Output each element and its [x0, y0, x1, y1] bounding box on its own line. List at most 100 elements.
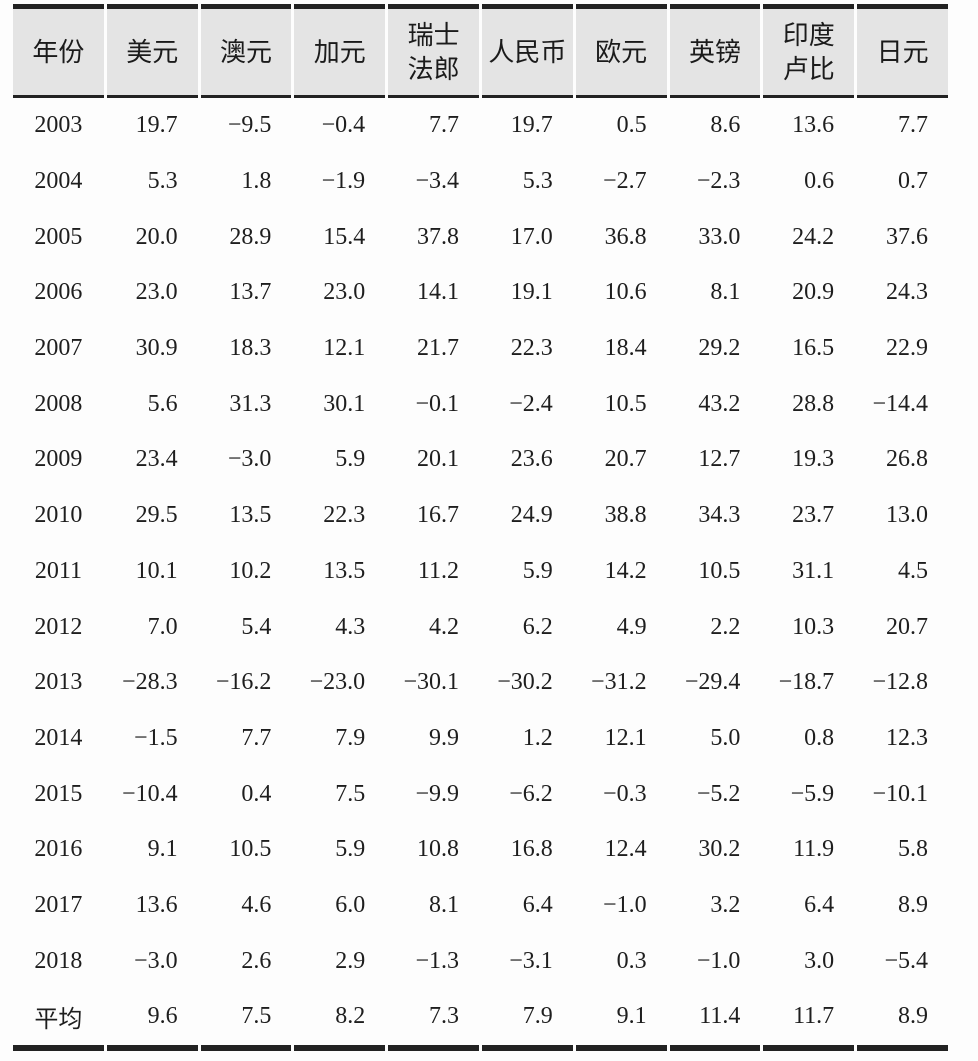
value-cell-aud: −3.0 — [227, 446, 272, 473]
value-cell-usd: 9.1 — [147, 836, 178, 863]
value-cell-jpy: 8.9 — [898, 891, 928, 918]
year-label: 2015 — [34, 780, 83, 807]
year-label: 2016 — [34, 836, 83, 863]
value-cell-aud: 13.7 — [229, 279, 272, 306]
value-cell-jpy: −14.4 — [872, 390, 928, 417]
value-cell-cad: 8.2 — [294, 989, 386, 1051]
value-cell-eur: 10.5 — [604, 390, 647, 417]
value-cell-eur: 12.4 — [604, 836, 647, 863]
value-cell-eur: 38.8 — [604, 502, 647, 529]
value-cell-usd: 30.9 — [135, 335, 178, 362]
year-label: 2010 — [34, 502, 83, 529]
value-cell-cny: 19.1 — [510, 279, 553, 306]
value-cell-chf: −3.4 — [415, 168, 459, 195]
value-cell-cny: −30.2 — [497, 669, 553, 696]
value-cell-cad: 23.0 — [323, 279, 366, 306]
value-cell-chf: 9.9 — [428, 724, 459, 751]
value-cell-chf: 20.1 — [416, 446, 459, 473]
value-cell-cny: 17.0 — [510, 223, 553, 250]
value-cell-gbp: 5.0 — [710, 724, 741, 751]
value-cell-usd: −10.4 — [122, 780, 178, 807]
value-cell-cny: −6.2 — [509, 780, 553, 807]
year-row-2003: 2003 19.7 −9.5 −0.4 7.7 19.7 0.5 8.6 13.6 7.7 — [13, 98, 948, 154]
value-cell-eur: −1.0 — [603, 891, 647, 918]
value-cell-jpy: 26.8 — [886, 446, 928, 473]
value-cell-inr: 23.7 — [792, 502, 835, 529]
value-cell-inr: −5.9 — [790, 780, 835, 807]
value-cell-gbp: 2.2 — [710, 613, 741, 640]
table-body: 2003 19.7 −9.5 −0.4 7.7 19.7 0.5 8.6 13.6 7.7 2004… — [13, 98, 948, 1051]
year-label: 2005 — [34, 223, 83, 250]
value-cell-gbp: 43.2 — [698, 390, 741, 417]
value-cell-cad: 5.9 — [335, 446, 366, 473]
year-label: 2009 — [34, 446, 83, 473]
value-cell-cny: 16.8 — [510, 836, 553, 863]
value-cell-cny: 7.9 — [481, 989, 573, 1051]
value-cell-cny: 19.7 — [510, 112, 553, 139]
value-cell-inr: 0.8 — [804, 724, 835, 751]
value-cell-aud: 1.8 — [241, 168, 272, 195]
value-cell-chf: 21.7 — [416, 335, 459, 362]
value-cell-usd: 13.6 — [135, 891, 178, 918]
value-cell-cny: 5.9 — [522, 557, 553, 584]
value-cell-aud: 10.2 — [229, 557, 272, 584]
value-cell-eur: 9.1 — [575, 989, 667, 1051]
value-cell-usd: 29.5 — [135, 502, 178, 529]
year-label: 2018 — [34, 947, 83, 974]
value-cell-jpy: 13.0 — [886, 502, 928, 529]
value-cell-eur: 0.5 — [616, 112, 647, 139]
value-cell-cny: 23.6 — [510, 446, 553, 473]
value-cell-aud: 18.3 — [229, 335, 272, 362]
year-row-2018: 2018 −3.0 2.6 2.9 −1.3 −3.1 0.3 −1.0 3.0 −5.4 — [13, 933, 948, 989]
value-cell-jpy: 20.7 — [886, 613, 928, 640]
year-label: 2017 — [34, 891, 83, 918]
value-cell-gbp: 30.2 — [698, 836, 741, 863]
value-cell-aud: 10.5 — [229, 836, 272, 863]
value-cell-usd: 23.4 — [135, 446, 178, 473]
value-cell-aud: 4.6 — [241, 891, 272, 918]
column-header-eur: 欧元 — [575, 4, 667, 98]
value-cell-eur: 0.3 — [616, 947, 647, 974]
value-cell-eur: −2.7 — [603, 168, 647, 195]
value-cell-cad: −0.4 — [321, 112, 366, 139]
value-cell-aud: 2.6 — [241, 947, 272, 974]
year-row-2011: 2011 10.1 10.2 13.5 11.2 5.9 14.2 10.5 31.1 4.5 — [13, 544, 948, 600]
value-cell-gbp: 3.2 — [710, 891, 741, 918]
value-cell-cny: 22.3 — [510, 335, 553, 362]
value-cell-jpy: 7.7 — [898, 112, 928, 139]
value-cell-inr: 10.3 — [792, 613, 835, 640]
value-cell-eur: 12.1 — [604, 724, 647, 751]
value-cell-inr: 19.3 — [792, 446, 835, 473]
value-cell-gbp: 29.2 — [698, 335, 741, 362]
value-cell-chf: 4.2 — [428, 613, 459, 640]
column-header-gbp: 英镑 — [669, 4, 761, 98]
value-cell-cad: −23.0 — [309, 669, 366, 696]
value-cell-jpy: −10.1 — [872, 780, 928, 807]
value-cell-aud: 7.5 — [200, 989, 292, 1051]
year-label: 2006 — [34, 279, 83, 306]
value-cell-chf: −30.1 — [403, 669, 459, 696]
value-cell-cad: 6.0 — [335, 891, 366, 918]
value-cell-aud: −9.5 — [227, 112, 272, 139]
value-cell-inr: 6.4 — [804, 891, 835, 918]
year-row-2006: 2006 23.0 13.7 23.0 14.1 19.1 10.6 8.1 20.9 24.3 — [13, 265, 948, 321]
header-row: 年份 美元 澳元 加元 瑞士 法郎 人民币 欧元 英镑 印度 卢比 日元 — [13, 4, 948, 98]
column-header-inr: 印度 卢比 — [763, 4, 855, 98]
value-cell-chf: −9.9 — [415, 780, 459, 807]
value-cell-aud: 28.9 — [229, 223, 272, 250]
value-cell-aud: 31.3 — [229, 390, 272, 417]
value-cell-aud: −16.2 — [215, 669, 272, 696]
value-cell-gbp: −2.3 — [696, 168, 741, 195]
value-cell-chf: 10.8 — [416, 836, 459, 863]
value-cell-gbp: 12.7 — [698, 446, 741, 473]
year-row-2010: 2010 29.5 13.5 22.3 16.7 24.9 38.8 34.3 23.7 13.0 — [13, 488, 948, 544]
value-cell-chf: 37.8 — [416, 223, 459, 250]
value-cell-cad: 15.4 — [323, 223, 366, 250]
column-header-chf: 瑞士 法郎 — [388, 4, 479, 98]
value-cell-usd: −3.0 — [134, 947, 178, 974]
value-cell-gbp: 8.6 — [710, 112, 741, 139]
value-cell-cad: 5.9 — [335, 836, 366, 863]
value-cell-jpy: 24.3 — [886, 279, 928, 306]
value-cell-eur: 14.2 — [604, 557, 647, 584]
value-cell-eur: 18.4 — [604, 335, 647, 362]
